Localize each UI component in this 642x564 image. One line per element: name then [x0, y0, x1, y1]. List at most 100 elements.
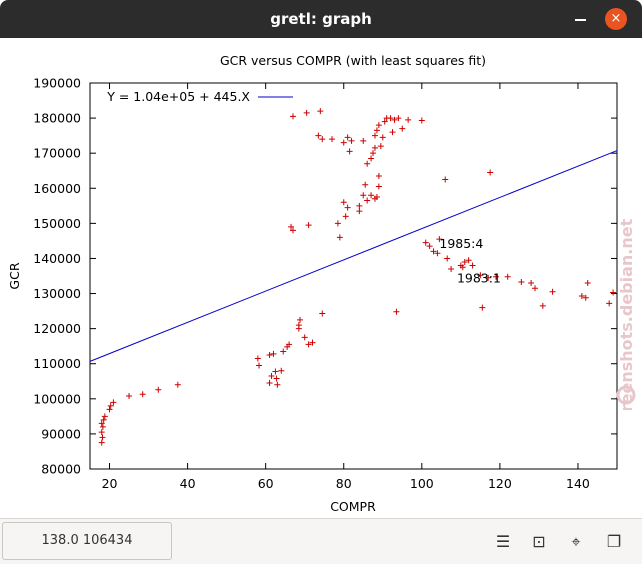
data-point [126, 393, 133, 400]
data-point [539, 302, 546, 309]
data-point [101, 413, 108, 420]
data-point [362, 181, 369, 188]
y-tick-label: 100000 [33, 391, 81, 406]
data-point [381, 118, 388, 125]
data-point [364, 160, 371, 167]
x-tick-label: 140 [566, 476, 590, 491]
fit-line [89, 150, 618, 362]
data-point [289, 227, 296, 234]
data-point [254, 355, 261, 362]
data-point [444, 255, 451, 262]
y-axis: 80000 90000 100000 110000 120000 130000 140000… [33, 76, 617, 477]
data-point [389, 129, 396, 136]
data-point [356, 208, 363, 215]
close-button[interactable]: × [605, 8, 627, 30]
data-point [100, 416, 107, 423]
data-point [368, 192, 375, 199]
data-point [395, 115, 402, 122]
data-point [368, 155, 375, 162]
data-point [584, 280, 591, 287]
x-axis-label: COMPR [330, 499, 376, 514]
plot-frame [89, 82, 618, 470]
data-point [360, 137, 367, 144]
data-point [469, 262, 476, 269]
data-point [329, 136, 336, 143]
data-point [270, 350, 277, 357]
data-point [99, 423, 106, 430]
data-point [336, 234, 343, 241]
status-bar: 138.0 106434 ☰ ⊡ ⌖ ❐ [0, 518, 642, 564]
data-point [319, 310, 326, 317]
x-tick-label: 80 [336, 476, 352, 491]
data-point [375, 122, 382, 129]
y-tick-label: 160000 [33, 181, 81, 196]
y-tick-label: 140000 [33, 251, 81, 266]
data-point [371, 144, 378, 151]
windows-icon[interactable]: ❐ [606, 532, 622, 551]
coordinate-readout: 138.0 106434 [2, 522, 172, 560]
point-annotation: 1985:4 [439, 236, 483, 251]
plot-area[interactable]: GCR versus COMPR (with least squares fit… [0, 38, 642, 518]
data-point [272, 368, 279, 375]
data-point [405, 116, 412, 123]
data-point [278, 367, 285, 374]
data-point [532, 285, 539, 292]
data-point [375, 183, 382, 190]
y-axis-label: GCR [7, 262, 22, 289]
data-point [280, 348, 287, 355]
data-point [391, 116, 398, 123]
x-tick-label: 20 [102, 476, 118, 491]
zoom-icon[interactable]: ⊡ [532, 532, 546, 551]
y-tick-label: 90000 [41, 426, 81, 441]
data-point [442, 176, 449, 183]
x-tick-label: 60 [258, 476, 274, 491]
menu-icon[interactable]: ☰ [495, 532, 511, 551]
data-point [479, 304, 486, 311]
data-point [370, 150, 377, 157]
minimize-button[interactable] [572, 10, 590, 28]
data-point [578, 293, 585, 300]
data-point [477, 272, 484, 279]
data-point [174, 381, 181, 388]
data-point [448, 265, 455, 272]
data-point [256, 362, 263, 369]
data-point [319, 136, 326, 143]
data-point [98, 439, 105, 446]
data-point [297, 316, 304, 323]
data-point [430, 248, 437, 255]
data-point [274, 381, 281, 388]
data-point [375, 172, 382, 179]
y-tick-label: 150000 [33, 216, 81, 231]
data-point [305, 222, 312, 229]
data-point [309, 339, 316, 346]
x-tick-label: 40 [180, 476, 196, 491]
data-point [377, 143, 384, 150]
data-point [106, 406, 113, 413]
data-point [107, 402, 114, 409]
data-point [373, 127, 380, 134]
watermark: screenshots.debian.net [616, 218, 636, 410]
data-point [266, 380, 273, 387]
data-point [373, 194, 380, 201]
crosshair-icon[interactable]: ⌖ [571, 532, 581, 551]
data-point [286, 341, 293, 348]
data-point [549, 288, 556, 295]
data-point [268, 373, 275, 380]
watermark-text: screenshots.debian.net [617, 218, 636, 410]
y-tick-label: 190000 [33, 76, 81, 91]
data-point [98, 429, 105, 436]
data-point [266, 351, 273, 358]
y-tick-label: 110000 [33, 356, 81, 371]
data-point [288, 223, 295, 230]
x-axis: 20 40 60 80 100 120 140 [102, 83, 590, 491]
y-tick-label: 120000 [33, 321, 81, 336]
legend-label: Y = 1.04e+05 + 445.X [106, 89, 250, 104]
data-point [305, 341, 312, 348]
data-point [426, 243, 433, 250]
data-point [346, 148, 353, 155]
data-point [436, 236, 443, 243]
data-point [465, 257, 472, 264]
y-tick-label: 130000 [33, 286, 81, 301]
data-point [393, 308, 400, 315]
data-point [99, 434, 106, 441]
